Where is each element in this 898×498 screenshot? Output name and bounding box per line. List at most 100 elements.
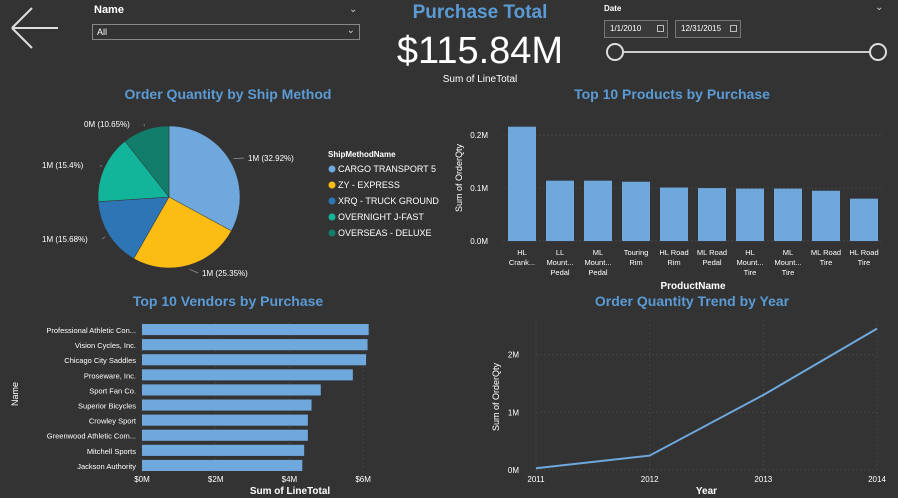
chevron-down-icon[interactable]: ⌄ [349,4,358,15]
x-tick-label: Tire [782,268,795,277]
x-axis-title: Year [696,486,717,497]
pie-chart-title: Order Quantity by Ship Method [124,86,332,102]
bar [584,180,612,241]
arrow-left-icon[interactable] [8,6,60,50]
pie-data-label: 1M (25.35%) [202,269,248,278]
pie-data-label: 1M (32.92%) [248,154,294,163]
end-date-input[interactable]: 12/31/2015 [675,20,741,38]
vendors-bar-chart: $0M $2M $4M $6M Professional Athletic Con...… [10,322,371,497]
x-tick-label: Tire [820,258,833,267]
bar [142,384,321,396]
x-tick-label: Pedal [702,258,722,267]
pie-data-label: 1M (15.4%) [42,161,84,170]
x-tick-label: $6M [355,475,371,484]
x-tick-label: Tire [744,268,757,277]
y-tick-label: 0.0M [470,237,488,246]
trend-chart-title: Order Quantity Trend by Year [594,293,790,309]
legend-item: OVERSEAS - DELUXE [338,228,432,238]
y-tick-label: Vision Cycles, Inc. [75,341,136,350]
x-tick-label: 2011 [527,475,545,484]
y-tick-label: Mitchell Sports [87,447,136,456]
x-tick-label: ML [593,248,603,257]
legend-marker [328,165,336,173]
bar [142,444,305,456]
legend-item: ZY - EXPRESS [338,180,400,190]
x-tick-label: Rim [629,258,642,267]
slider-handle-end[interactable] [869,43,887,61]
bar [142,339,368,351]
vendors-chart-title: Top 10 Vendors by Purchase [132,293,324,309]
y-tick-label: Jackson Authority [77,462,136,471]
legend-marker [328,197,336,205]
name-dropdown[interactable]: All ⌄ [92,24,360,40]
kpi-title: Purchase Total [412,2,548,23]
x-tick-label: Tire [858,258,871,267]
pie-chart: 1M (32.92%) 1M (25.35%) 1M (15.68%) 1M (15.… [42,120,439,278]
legend-marker [328,229,336,237]
y-tick-label: 0.2M [470,131,488,140]
trend-line-chart: 0M 1M 2M 2011 2012 2013 2014 Year Sum of OrderQt… [491,320,886,497]
bar [142,369,353,381]
kpi-label: Sum of LineTotal [442,74,518,84]
pie-slice [97,196,170,259]
x-tick-label: LL [556,248,564,257]
bar [774,188,802,241]
bar [142,354,367,366]
slider-handle-start[interactable] [606,43,624,61]
bar [142,399,312,411]
y-axis-title: Sum of OrderQty [491,362,501,431]
pie-data-label: 1M (15.68%) [42,235,88,244]
bar [698,188,726,241]
legend-item: CARGO TRANSPORT 5 [338,164,436,174]
y-tick-label: Greenwood Athletic Com... [47,432,136,441]
x-tick-label: Pedal [550,268,570,277]
date-slicer-label: Date [604,4,622,13]
calendar-icon[interactable] [730,25,737,32]
x-tick-label: $4M [282,475,298,484]
y-tick-label: 0M [508,466,519,475]
y-tick-label: Professional Athletic Con... [46,326,136,335]
bar [736,188,764,241]
bar [142,429,308,441]
bar [508,126,536,241]
bar [142,414,308,426]
x-tick-label: $0M [134,475,150,484]
x-tick-label: Rim [667,258,680,267]
x-tick-label: HL Road [849,248,878,257]
y-tick-label: Chicago City Saddles [64,356,136,365]
legend-item: OVERNIGHT J-FAST [338,212,424,222]
legend-marker [328,181,336,189]
pie-data-label: 0M (10.65%) [84,120,130,129]
bar [142,459,303,471]
x-tick-label: Mount... [584,258,611,267]
calendar-icon[interactable] [657,25,664,32]
products-bar-chart: 0.0M0.1M0.2MHLCrank...LLMount...PedalMLM… [454,126,883,292]
end-date-value: 12/31/2015 [681,24,722,33]
x-tick-label: Pedal [588,268,608,277]
pie-slice [133,196,232,269]
x-tick-label: HL [517,248,527,257]
bar [812,190,840,241]
legend-marker [328,213,336,221]
kpi-value: $115.84M [396,30,564,72]
y-tick-label: 0.1M [470,184,488,193]
pie-slice [97,140,170,202]
pie-leader-line [101,236,106,240]
pie-legend-title: ShipMethodName [328,150,396,159]
x-tick-label: HL [745,248,755,257]
y-tick-label: Crowley Sport [89,417,137,426]
date-range-slider[interactable] [600,40,892,64]
pie-leader-line [100,164,103,167]
start-date-value: 1/1/2010 [610,24,642,33]
y-tick-label: 1M [508,408,519,417]
bar [660,187,688,241]
chevron-down-icon[interactable]: ⌄ [875,2,884,13]
y-tick-label: Superior Bicycles [78,402,136,411]
x-tick-label: ML Road [811,248,841,257]
chevron-down-icon: ⌄ [346,25,355,36]
y-tick-label: Proseware, Inc. [84,371,136,380]
bar [142,324,369,336]
x-tick-label: Mount... [736,258,763,267]
start-date-input[interactable]: 1/1/2010 [604,20,668,38]
y-axis-title: Name [10,382,20,406]
